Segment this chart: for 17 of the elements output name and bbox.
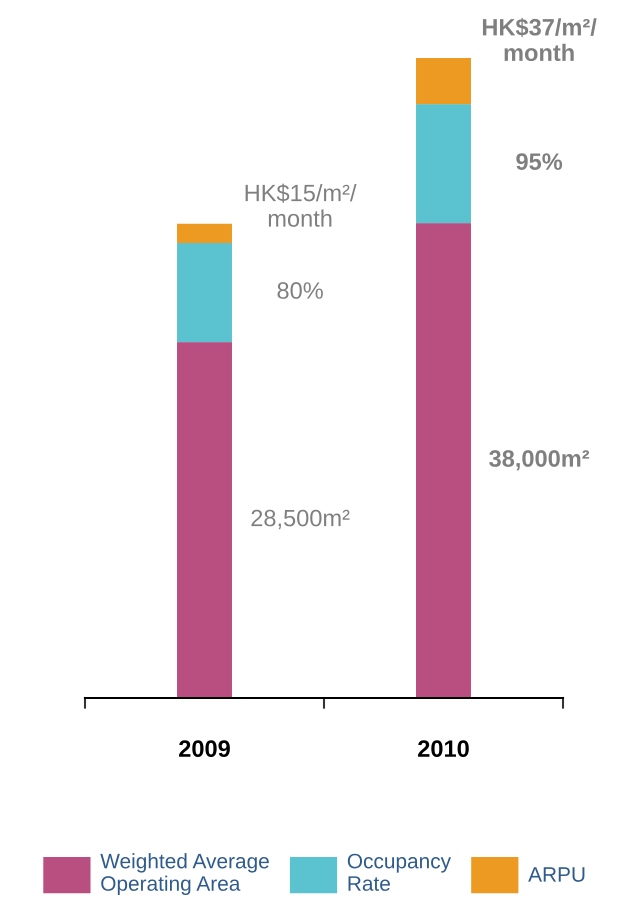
legend-label: ARPU	[528, 867, 584, 882]
bar	[416, 104, 471, 224]
x-tick-label: 2010	[418, 740, 469, 758]
bar	[416, 223, 471, 698]
annotation: HK$15/m²/ month	[246, 184, 357, 227]
bar	[177, 224, 232, 243]
annotation: 95%	[516, 153, 562, 170]
bar	[177, 242, 232, 342]
legend-label: Occupancy Rate	[348, 854, 452, 891]
annotation: 38,000m²	[489, 450, 590, 470]
legend-label: Weighted Average Operating Area	[100, 853, 269, 896]
annotation: 80%	[278, 282, 323, 299]
bar	[177, 342, 232, 698]
annotation: 28,500m²	[251, 510, 350, 530]
x-tick-label: 2009	[179, 740, 230, 758]
bar	[416, 58, 471, 104]
annotation: HK$37/m²/ month	[482, 18, 597, 62]
